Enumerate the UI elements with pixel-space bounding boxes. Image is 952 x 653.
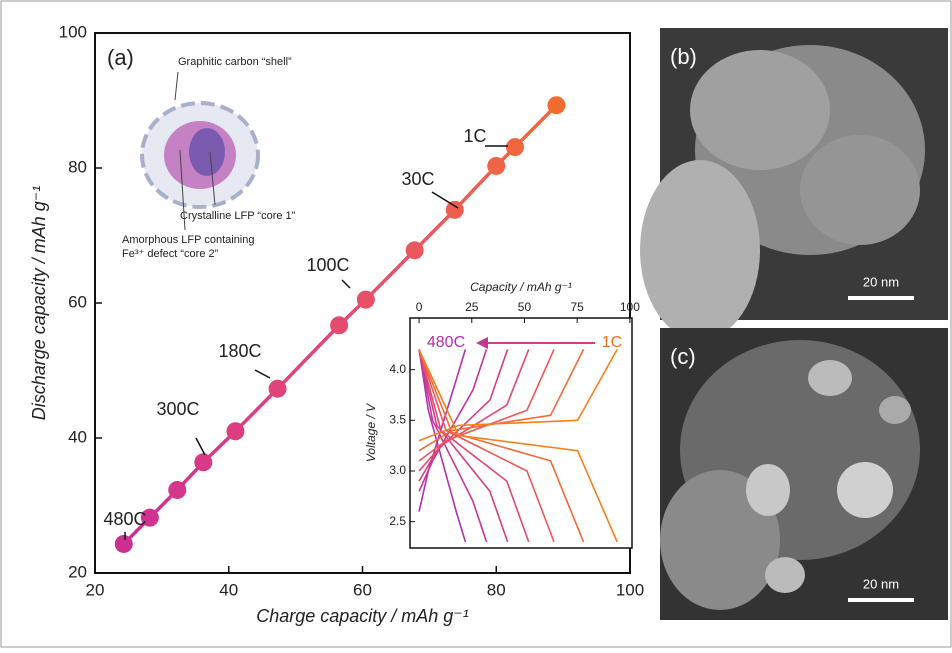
annotation: 300C bbox=[156, 399, 199, 419]
y-tick-label: 2.5 bbox=[389, 514, 406, 528]
schematic-label: Graphitic carbon “shell” bbox=[178, 56, 292, 68]
x-tick-label: 100 bbox=[620, 300, 640, 314]
annotation: 30C bbox=[401, 169, 434, 189]
y-tick-label: 3.5 bbox=[389, 413, 406, 427]
x-tick-label: 50 bbox=[518, 300, 532, 314]
y-tick-label: 100 bbox=[59, 22, 87, 41]
data-point bbox=[547, 96, 565, 114]
panel-label: (b) bbox=[670, 44, 697, 69]
data-point bbox=[168, 481, 186, 499]
rate-label: 480C bbox=[427, 334, 465, 351]
annotation: 180C bbox=[218, 341, 261, 361]
annotation: 1C bbox=[463, 126, 486, 146]
annotation: 100C bbox=[306, 255, 349, 275]
figure: (b) 20 nm (c) 20 nm Graphitic carbon “sh… bbox=[0, 0, 952, 648]
y-tick-label: 4.0 bbox=[389, 362, 406, 376]
y-axis-label: Discharge capacity / mAh g⁻¹ bbox=[29, 186, 49, 421]
scale-bar-label: 20 nm bbox=[863, 274, 899, 289]
y-tick-label: 20 bbox=[68, 562, 87, 581]
data-point bbox=[226, 422, 244, 440]
data-point bbox=[115, 535, 133, 553]
x-tick-label: 75 bbox=[571, 300, 585, 314]
y-tick-label: 80 bbox=[68, 157, 87, 176]
data-point bbox=[446, 201, 464, 219]
scale-bar-label: 20 nm bbox=[863, 576, 899, 591]
x-tick-label: 40 bbox=[219, 580, 238, 599]
x-tick-label: 80 bbox=[487, 580, 506, 599]
x-tick-label: 20 bbox=[86, 580, 105, 599]
y-tick-label: 3.0 bbox=[389, 463, 406, 477]
x-tick-label: 60 bbox=[353, 580, 372, 599]
data-point bbox=[269, 380, 287, 398]
schematic-label: Fe³⁺ defect “core 2” bbox=[122, 248, 219, 260]
annotation: 480C bbox=[103, 509, 146, 529]
micrograph-c bbox=[660, 328, 948, 620]
y-axis-label: Voltage / V bbox=[364, 403, 378, 462]
x-axis-label: Charge capacity / mAh g⁻¹ bbox=[256, 606, 469, 626]
schematic-label: Amorphous LFP containing bbox=[122, 234, 255, 246]
rate-label: 1C bbox=[602, 334, 622, 351]
schematic-label: Crystalline LFP “core 1” bbox=[180, 210, 296, 222]
x-axis-label: Capacity / mAh g⁻¹ bbox=[470, 280, 572, 294]
x-tick-label: 25 bbox=[465, 300, 479, 314]
y-tick-label: 40 bbox=[68, 427, 87, 446]
x-tick-label: 0 bbox=[416, 300, 423, 314]
data-point bbox=[357, 291, 375, 309]
data-point bbox=[487, 157, 505, 175]
data-point bbox=[406, 241, 424, 259]
data-point bbox=[506, 138, 524, 156]
panel-label: (a) bbox=[107, 45, 134, 70]
y-tick-label: 60 bbox=[68, 292, 87, 311]
micrograph-b bbox=[640, 28, 948, 340]
x-tick-label: 100 bbox=[616, 580, 644, 599]
panel-label: (c) bbox=[670, 344, 696, 369]
data-point bbox=[330, 316, 348, 334]
data-point bbox=[194, 453, 212, 471]
